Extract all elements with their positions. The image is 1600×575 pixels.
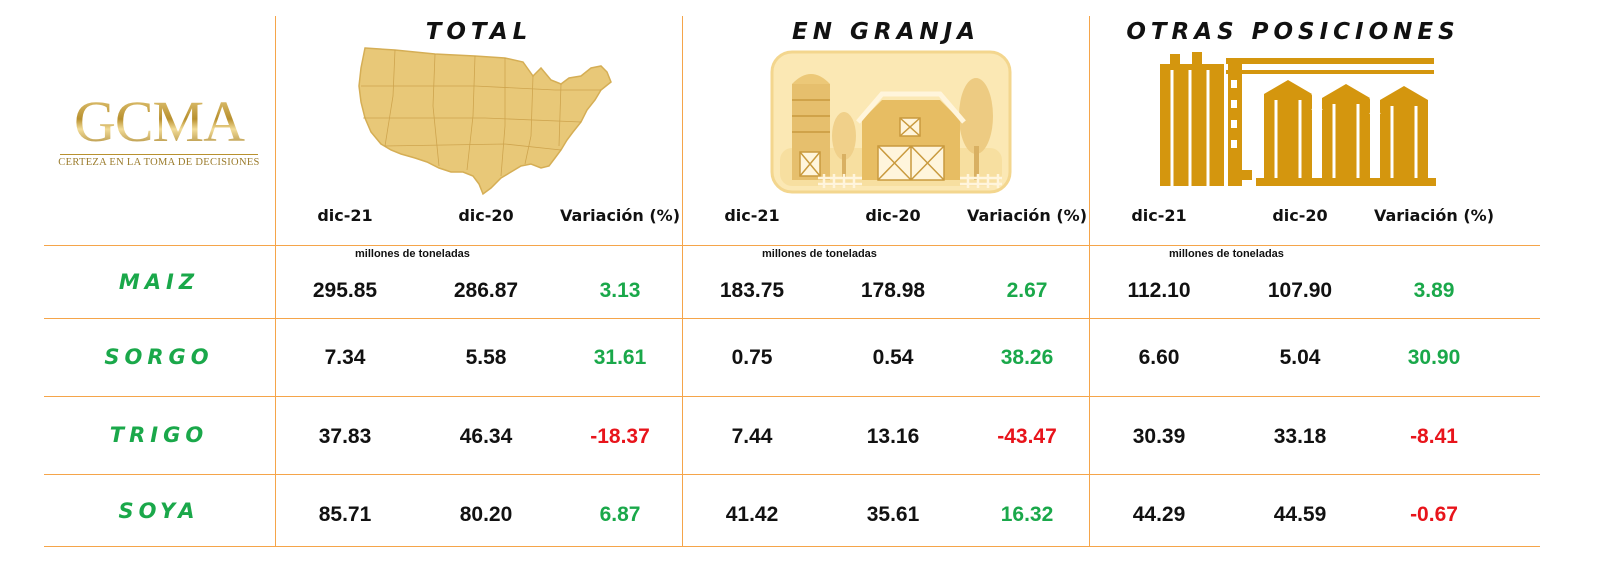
group-title-otras-posiciones: OTRAS POSICIONES xyxy=(1126,19,1460,45)
value-cell: 0.75 xyxy=(731,346,773,369)
colhead-otras-dic20: dic-20 xyxy=(1272,206,1328,225)
logo-tagline: CERTEZA EN LA TOMA DE DECISIONES xyxy=(58,157,260,168)
unit-label-total: millones de toneladas xyxy=(355,248,470,260)
value-cell: 286.87 xyxy=(453,279,519,302)
value-cell: 295.85 xyxy=(312,279,378,302)
row-rule-2 xyxy=(44,396,1540,397)
value-cell: 37.83 xyxy=(318,425,372,448)
row-label-soya: SOYA xyxy=(118,499,200,523)
colhead-total-dic20: dic-20 xyxy=(458,206,514,225)
variation-value: -8.41 xyxy=(1410,425,1458,448)
group-title-total: TOTAL xyxy=(425,19,533,45)
grain-silos-icon xyxy=(1160,52,1436,186)
variation-value: 3.89 xyxy=(1413,279,1455,302)
variation-value: 38.26 xyxy=(1000,346,1054,369)
usa-map-icon xyxy=(358,47,612,196)
value-cell: 80.20 xyxy=(459,503,513,526)
unit-label-otras-posiciones: millones de toneladas xyxy=(1169,248,1284,260)
value-cell: 7.44 xyxy=(731,425,773,448)
value-cell: 44.59 xyxy=(1273,503,1327,526)
variation-value: -18.37 xyxy=(590,425,650,448)
value-cell: 35.61 xyxy=(866,503,920,526)
colhead-granja-dic21: dic-21 xyxy=(724,206,780,225)
variation-value: 31.61 xyxy=(593,346,647,369)
variation-value: 16.32 xyxy=(1000,503,1054,526)
value-cell: 41.42 xyxy=(725,503,779,526)
value-cell: 13.16 xyxy=(866,425,920,448)
value-cell: 0.54 xyxy=(872,346,914,369)
value-cell: 5.04 xyxy=(1279,346,1321,369)
row-rule-3 xyxy=(44,474,1540,475)
colhead-total-variacion: Variación (%) xyxy=(559,206,681,225)
logo-text: GCMA xyxy=(54,92,264,152)
value-cell: 46.34 xyxy=(459,425,513,448)
value-cell: 7.34 xyxy=(324,346,366,369)
variation-value: -0.67 xyxy=(1410,503,1458,526)
value-cell: 30.39 xyxy=(1132,425,1186,448)
farm-barn-icon xyxy=(770,50,1012,194)
colhead-otras-dic21: dic-21 xyxy=(1131,206,1187,225)
table-header-rule xyxy=(44,245,1540,246)
value-cell: 107.90 xyxy=(1267,279,1333,302)
divider-granja xyxy=(1089,16,1090,547)
value-cell: 183.75 xyxy=(719,279,785,302)
row-label-maiz: MAIZ xyxy=(118,270,200,294)
variation-value: 2.67 xyxy=(1006,279,1048,302)
colhead-total-dic21: dic-21 xyxy=(317,206,373,225)
colhead-otras-variacion: Variación (%) xyxy=(1373,206,1495,225)
variation-value: 30.90 xyxy=(1407,346,1461,369)
table-bottom-rule xyxy=(44,546,1540,547)
variation-value: 6.87 xyxy=(599,503,641,526)
colhead-granja-variacion: Variación (%) xyxy=(966,206,1088,225)
value-cell: 178.98 xyxy=(860,279,926,302)
value-cell: 112.10 xyxy=(1127,279,1191,302)
divider-total xyxy=(682,16,683,547)
value-cell: 33.18 xyxy=(1273,425,1327,448)
variation-value: -43.47 xyxy=(997,425,1057,448)
value-cell: 5.58 xyxy=(465,346,507,369)
unit-label-en-granja: millones de toneladas xyxy=(762,248,877,260)
logo-rule xyxy=(60,154,258,155)
value-cell: 44.29 xyxy=(1132,503,1186,526)
divider-logo xyxy=(275,16,276,547)
row-label-sorgo: SORGO xyxy=(104,345,214,369)
variation-value: 3.13 xyxy=(599,279,641,302)
value-cell: 6.60 xyxy=(1138,346,1180,369)
row-label-trigo: TRIGO xyxy=(109,423,209,447)
value-cell: 85.71 xyxy=(318,503,372,526)
group-title-en-granja: EN GRANJA xyxy=(792,19,980,45)
colhead-granja-dic20: dic-20 xyxy=(865,206,921,225)
gcma-logo: GCMA CERTEZA EN LA TOMA DE DECISIONES xyxy=(54,92,264,169)
row-rule-1 xyxy=(44,318,1540,319)
